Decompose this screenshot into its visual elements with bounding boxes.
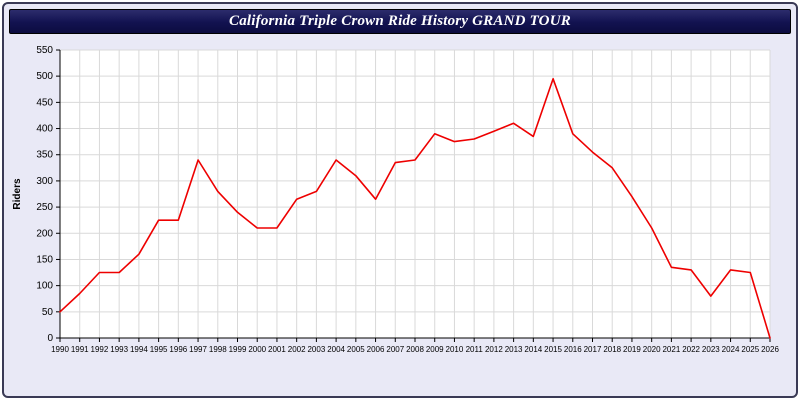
svg-text:350: 350 [36,150,53,161]
svg-text:2017: 2017 [584,345,602,354]
svg-text:1991: 1991 [71,345,89,354]
svg-text:50: 50 [42,307,54,318]
svg-text:2019: 2019 [623,345,641,354]
x-tick-labels: 1990 1991 1992 1993 1994 1995 1996 1997 1998 1999… [51,345,779,354]
svg-text:2002: 2002 [288,345,306,354]
svg-text:0: 0 [47,333,53,344]
grid-group [59,49,771,339]
svg-text:2023: 2023 [702,345,720,354]
svg-text:2005: 2005 [347,345,365,354]
svg-text:2004: 2004 [327,345,345,354]
svg-text:300: 300 [36,176,53,187]
svg-text:2009: 2009 [426,345,444,354]
data-line-group [59,77,771,339]
svg-text:100: 100 [36,281,53,292]
svg-text:1996: 1996 [169,345,187,354]
svg-text:1990: 1990 [51,345,69,354]
svg-text:2021: 2021 [662,345,680,354]
page-title: California Triple Crown Ride History GRA… [229,13,571,29]
chart-panel: 0 50 100 150 200 250 300 350 400 450 500 550 1990 19… [8,42,792,394]
svg-text:1998: 1998 [209,345,227,354]
svg-text:550: 550 [36,45,53,56]
svg-text:1999: 1999 [229,345,247,354]
svg-text:2026: 2026 [761,345,779,354]
svg-text:2015: 2015 [544,345,562,354]
svg-text:400: 400 [36,124,53,135]
y-tick-labels: 0 50 100 150 200 250 300 350 400 450 500 550 [36,45,53,344]
svg-text:2003: 2003 [307,345,325,354]
svg-text:Riders: Riders [12,178,23,210]
svg-text:1994: 1994 [130,345,148,354]
svg-text:1992: 1992 [91,345,109,354]
svg-text:2008: 2008 [406,345,424,354]
y-axis-title: Riders [12,178,23,210]
axes-group [56,49,771,342]
svg-text:200: 200 [36,228,53,239]
svg-text:2018: 2018 [603,345,621,354]
svg-text:2006: 2006 [367,345,385,354]
svg-text:2007: 2007 [386,345,404,354]
svg-text:500: 500 [36,71,53,82]
svg-text:2024: 2024 [722,345,740,354]
svg-text:2013: 2013 [505,345,523,354]
svg-text:1995: 1995 [150,345,168,354]
svg-text:2001: 2001 [268,345,286,354]
svg-text:2012: 2012 [485,345,503,354]
svg-text:2020: 2020 [643,345,661,354]
title-bar: California Triple Crown Ride History GRA… [9,9,791,34]
svg-text:1993: 1993 [110,345,128,354]
svg-text:2022: 2022 [682,345,700,354]
svg-text:2016: 2016 [564,345,582,354]
svg-text:2014: 2014 [524,345,542,354]
svg-text:2010: 2010 [446,345,464,354]
svg-text:250: 250 [36,202,53,213]
svg-text:2000: 2000 [248,345,266,354]
svg-text:2011: 2011 [466,345,484,354]
svg-text:2025: 2025 [741,345,759,354]
svg-text:150: 150 [36,254,53,265]
svg-text:1997: 1997 [189,345,207,354]
svg-text:450: 450 [36,97,53,108]
